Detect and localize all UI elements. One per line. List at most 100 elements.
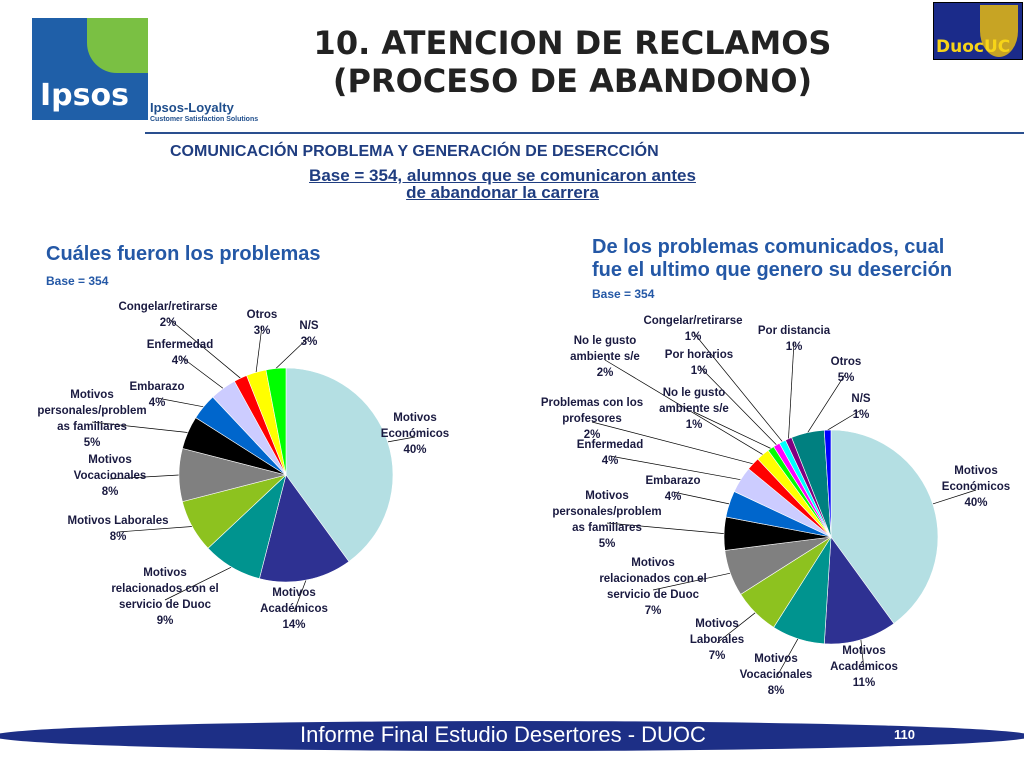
slice-label-line: 4%: [602, 455, 619, 467]
leader-line: [807, 372, 847, 433]
slice-label-line: 2%: [597, 367, 614, 379]
leader-line: [591, 421, 754, 465]
leader-line: [275, 336, 310, 369]
slice-label: Enfermedad 4%: [147, 339, 213, 367]
pie-slice: [823, 429, 832, 538]
slice-label-line: 5%: [599, 538, 616, 550]
slice-label: No le gusto ambiente s/e 1%: [659, 387, 729, 431]
slice-label-line: personales/problem: [552, 506, 661, 518]
slice-label-line: N/S: [851, 393, 871, 405]
leader-line: [693, 411, 772, 449]
slice-label-line: Motivos: [695, 618, 738, 630]
ipsos-logo: Ipsos: [32, 18, 148, 120]
slice-label-line: Motivos: [954, 465, 997, 477]
slice-label-line: Embarazo: [130, 381, 185, 393]
slice-label-line: 40%: [403, 444, 426, 456]
slice-label-line: Económicos: [381, 428, 449, 440]
slice-label-line: Motivos: [842, 645, 885, 657]
slice-label: Por distancia 1%: [758, 325, 831, 353]
slice-label-line: Congelar/retirarse: [118, 301, 217, 313]
slice-label: Motivos Vocacionales 8%: [74, 454, 147, 498]
slice-label-line: 40%: [964, 497, 987, 509]
slice-label: Otros 5%: [831, 356, 862, 384]
right-base: Base = 354: [592, 287, 655, 301]
slice-label-line: 1%: [686, 419, 703, 431]
slice-label: Problemas con los profesores 2%: [541, 397, 643, 441]
brand-sub: Ipsos-Loyalty: [150, 100, 234, 115]
slice-label-line: profesores: [562, 413, 621, 425]
slice-label: Motivos Económicos 40%: [942, 465, 1010, 509]
slice-label-line: Motivos: [393, 412, 436, 424]
leader-line: [293, 579, 307, 613]
pie-slice: [830, 429, 939, 624]
leader-line: [860, 639, 865, 671]
slice-label-line: 8%: [768, 685, 785, 697]
leader-line: [91, 421, 188, 433]
slice-label-line: N/S: [299, 320, 319, 332]
partner-name: DuocUC: [936, 37, 1011, 57]
slice-label-line: 1%: [685, 331, 702, 343]
pie-slice: [823, 536, 895, 645]
section-subtitle: COMUNICACIÓN PROBLEMA Y GENERACIÓN DE DE…: [170, 143, 659, 160]
slice-label-line: Otros: [247, 309, 278, 321]
leader-line: [827, 409, 862, 431]
right-question: De los problemas comunicados, cual fue e…: [592, 236, 1012, 282]
slice-label: Motivos personales/problem as familiares 5%: [552, 490, 661, 550]
brand-tagline: Customer Satisfaction Solutions: [150, 116, 259, 123]
slice-label-line: servicio de Duoc: [119, 599, 212, 611]
slice-label: Congelar/retirarse 1%: [643, 315, 742, 343]
slice-label: Motivos Vocacionales 8%: [740, 653, 813, 697]
slice-label-line: Motivos: [754, 653, 797, 665]
slice-label-line: 1%: [691, 365, 708, 377]
slice-label: N/S 3%: [299, 320, 319, 348]
leader-line: [179, 355, 224, 389]
slice-label-line: No le gusto: [574, 335, 637, 347]
slice-label-line: 14%: [282, 619, 305, 631]
leader-line: [117, 526, 193, 533]
right-question-line-1: De los problemas comunicados, cual: [592, 236, 945, 258]
slice-label-line: Motivos Laborales: [68, 515, 169, 527]
slice-label-line: Enfermedad: [147, 339, 213, 351]
slice-label: Embarazo 4%: [130, 381, 185, 409]
leader-line: [109, 474, 180, 480]
header-divider: [145, 132, 1024, 134]
slice-label-line: 4%: [665, 491, 682, 503]
slice-label: Motivos Económicos 40%: [381, 412, 449, 456]
footer-band: [0, 721, 1024, 751]
duoc-logo: DuocUC: [933, 2, 1023, 60]
slice-label-line: No le gusto: [663, 387, 726, 399]
pie-slice: [259, 474, 350, 583]
slice-label-line: Congelar/retirarse: [643, 315, 742, 327]
slice-label-line: 5%: [84, 437, 101, 449]
slice-label: Motivos Laborales 8%: [68, 515, 169, 543]
leader-line: [775, 638, 799, 679]
leader-line: [609, 455, 741, 481]
slice-label-line: as familiares: [57, 421, 127, 433]
logo-shape: [87, 18, 148, 73]
slice-label-line: 2%: [160, 317, 177, 329]
slice-label: Otros 3%: [247, 309, 278, 337]
leader-line: [698, 365, 777, 446]
pie-slice: [285, 367, 394, 562]
right-question-line-2: fue el ultimo que genero su deserción: [592, 259, 953, 281]
slice-label-line: 4%: [149, 397, 166, 409]
slice-label-line: ambiente s/e: [659, 403, 729, 415]
slice-label-line: Por distancia: [758, 325, 831, 337]
slice-label-line: Motivos: [88, 454, 131, 466]
slice-label-line: Motivos: [631, 557, 674, 569]
slice-label-line: 2%: [584, 429, 601, 441]
slice-label: No le gusto ambiente s/e 2%: [570, 335, 640, 379]
slice-label-line: 3%: [254, 325, 271, 337]
sample-base: Base = 354, alumnos que se comunicaron a…: [270, 167, 735, 201]
leader-line: [652, 572, 731, 591]
footer-title: Informe Final Estudio Desertores - DUOC: [300, 722, 706, 747]
slice-label: N/S 1%: [851, 393, 871, 421]
leader-line: [716, 612, 756, 644]
slice-label: Embarazo 4%: [646, 475, 701, 503]
slice-label-line: Académicos: [830, 661, 898, 673]
page-number: 110: [894, 727, 915, 742]
pie-chart-1: Motivos Económicos 40% Motivos Académicos 14%…: [37, 301, 449, 631]
slice-label-line: 8%: [102, 486, 119, 498]
slice-label: Motivos Laborales 7%: [690, 618, 744, 662]
slice-label-line: 7%: [645, 605, 662, 617]
